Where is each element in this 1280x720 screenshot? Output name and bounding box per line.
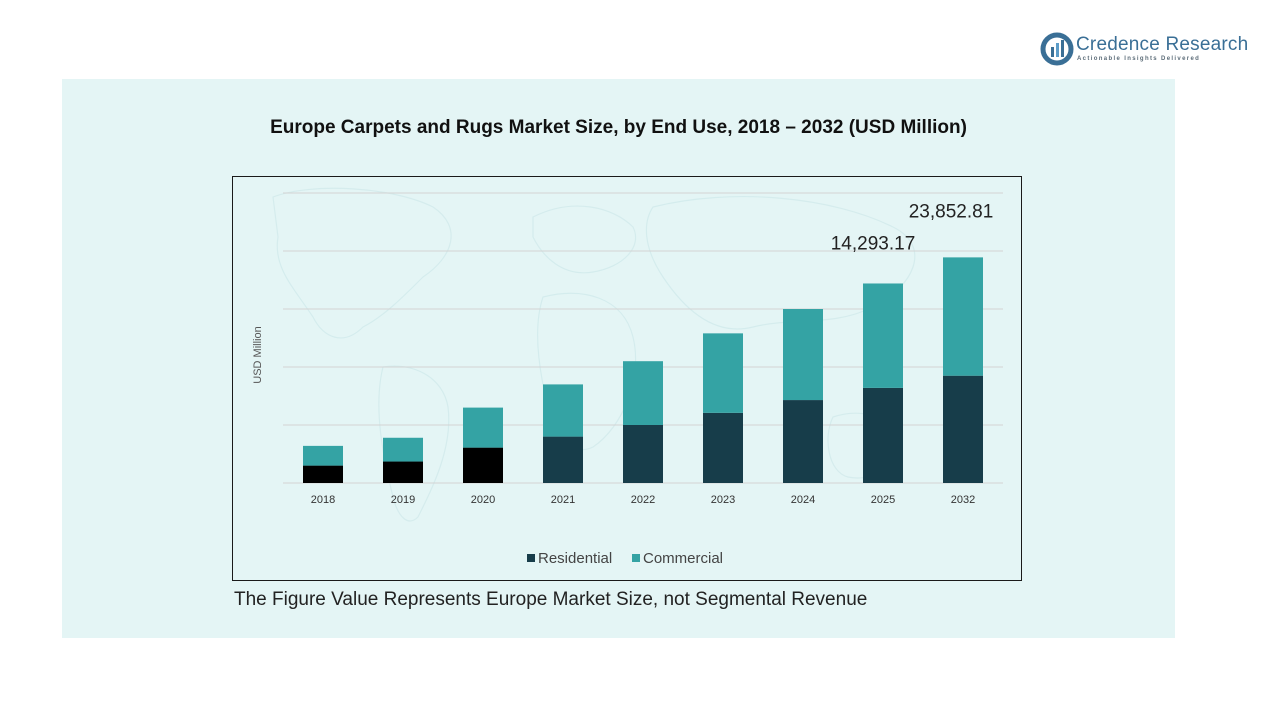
brand-logo: Credence Research Actionable Insights De… xyxy=(1040,32,1260,68)
bar-residential-2023 xyxy=(703,412,743,483)
brand-tagline: Actionable Insights Delivered xyxy=(1077,56,1201,62)
x-tick-label: 2024 xyxy=(791,494,815,506)
bars xyxy=(303,257,983,483)
legend-swatch-commercial xyxy=(632,554,640,562)
bar-residential-2022 xyxy=(623,425,663,483)
x-tick-label: 2019 xyxy=(391,494,415,506)
annotation-2032: 23,852.81 xyxy=(909,201,994,222)
stacked-bar-chart: 2018 2019 2020 2021 2022 2023 2024 2025 2032 14,… xyxy=(252,187,1003,567)
x-tick-labels: 2018 2019 2020 2021 2022 2023 2024 2025 2032 xyxy=(311,494,975,506)
legend-swatch-residential xyxy=(527,554,535,562)
bar-commercial-2032 xyxy=(943,257,983,376)
legend-label-residential: Residential xyxy=(538,550,612,567)
bar-commercial-2020 xyxy=(463,407,503,448)
bar-residential-2020 xyxy=(463,447,503,483)
bar-commercial-2023 xyxy=(703,333,743,413)
annotation-2025: 14,293.17 xyxy=(831,233,916,254)
x-tick-label: 2020 xyxy=(471,494,495,506)
chart-frame: 2018 2019 2020 2021 2022 2023 2024 2025 2032 14,… xyxy=(232,176,1022,581)
legend: Residential Commercial xyxy=(527,550,723,567)
chart-title: Europe Carpets and Rugs Market Size, by … xyxy=(270,117,967,138)
x-tick-label: 2025 xyxy=(871,494,895,506)
bar-residential-2024 xyxy=(783,400,823,483)
bar-commercial-2019 xyxy=(383,437,423,462)
y-axis-label: USD Million xyxy=(252,326,264,383)
bar-residential-2018 xyxy=(303,465,343,483)
legend-label-commercial: Commercial xyxy=(643,550,723,567)
bar-commercial-2024 xyxy=(783,309,823,401)
bar-residential-2019 xyxy=(383,461,423,483)
bar-commercial-2025 xyxy=(863,283,903,388)
x-tick-label: 2023 xyxy=(711,494,735,506)
chart-panel xyxy=(62,79,1175,638)
brand-name: Credence Research xyxy=(1076,34,1249,55)
bar-residential-2025 xyxy=(863,387,903,483)
bar-commercial-2021 xyxy=(543,384,583,437)
x-tick-label: 2032 xyxy=(951,494,975,506)
footnote: The Figure Value Represents Europe Marke… xyxy=(234,589,868,610)
bar-commercial-2022 xyxy=(623,361,663,425)
credence-logo-icon xyxy=(1040,32,1074,66)
x-tick-label: 2021 xyxy=(551,494,575,506)
bar-residential-2021 xyxy=(543,436,583,483)
x-tick-label: 2018 xyxy=(311,494,335,506)
bar-commercial-2018 xyxy=(303,445,343,466)
bar-residential-2032 xyxy=(943,375,983,483)
value-annotations: 14,293.17 23,852.81 xyxy=(831,201,994,254)
x-tick-label: 2022 xyxy=(631,494,655,506)
